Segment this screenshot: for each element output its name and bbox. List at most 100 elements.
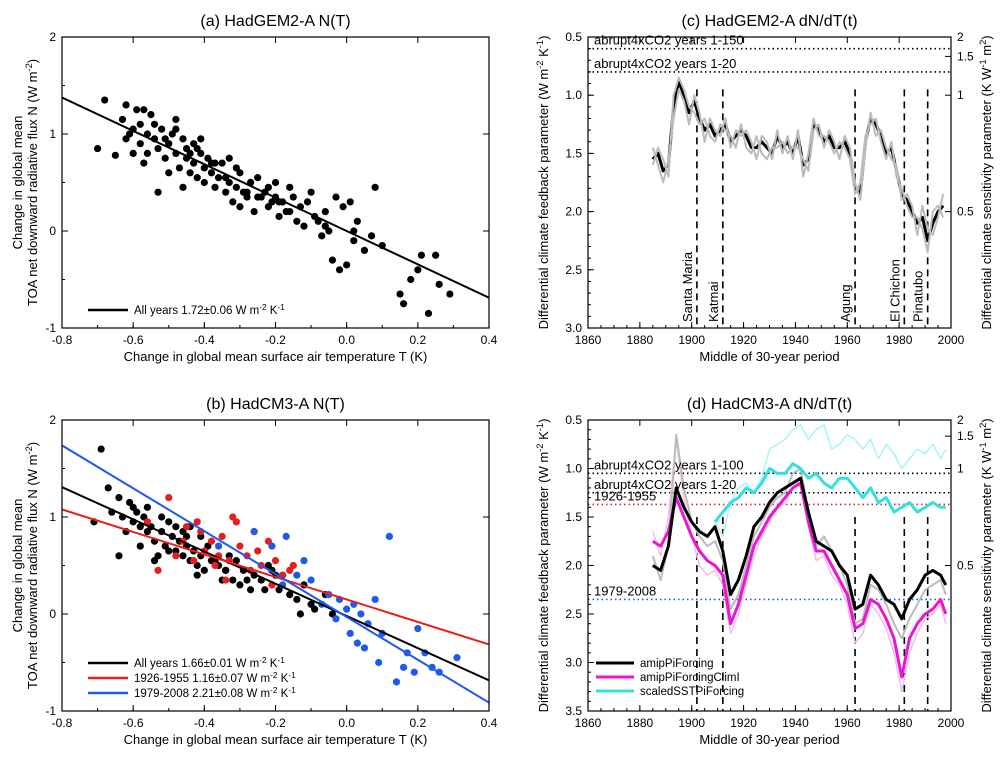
data-point bbox=[143, 518, 151, 526]
data-point bbox=[136, 542, 144, 550]
data-point bbox=[179, 135, 187, 143]
x-axis-label: Change in global mean surface air temper… bbox=[124, 732, 428, 747]
data-point bbox=[218, 532, 226, 541]
data-point bbox=[200, 566, 208, 574]
regression-line-0 bbox=[62, 96, 489, 299]
data-point bbox=[417, 251, 425, 259]
eruption-label: Santa Maria bbox=[680, 251, 695, 322]
reference-line-label: 1979-2008 bbox=[594, 583, 656, 598]
data-point bbox=[250, 527, 258, 536]
right-tick-label: 1 bbox=[957, 462, 964, 476]
y-tick-label: 1.0 bbox=[565, 88, 582, 102]
data-point bbox=[339, 203, 347, 211]
data-point bbox=[193, 518, 201, 526]
data-point bbox=[254, 193, 262, 201]
data-point bbox=[197, 135, 205, 143]
data-point bbox=[190, 557, 198, 565]
y-axis-label-2: TOA net downward radiative flux N (W m-2… bbox=[24, 442, 40, 689]
y-tick-label: 1.0 bbox=[565, 462, 582, 476]
data-point bbox=[143, 149, 151, 157]
data-point bbox=[243, 576, 251, 584]
data-point bbox=[357, 610, 365, 618]
x-tick-label: 1940 bbox=[782, 716, 809, 730]
data-point bbox=[190, 159, 198, 167]
data-point bbox=[158, 513, 166, 521]
eruption-label: Agung bbox=[838, 284, 853, 322]
data-point bbox=[296, 610, 305, 618]
data-point bbox=[129, 149, 137, 157]
y-tick-label: 1 bbox=[49, 127, 56, 141]
data-point bbox=[353, 217, 361, 225]
data-point bbox=[218, 159, 226, 167]
x-tick-label: 0.2 bbox=[409, 333, 426, 347]
data-point bbox=[271, 557, 280, 565]
regression-line-2 bbox=[62, 444, 489, 704]
data-point bbox=[140, 159, 148, 167]
data-point bbox=[286, 591, 294, 599]
data-point bbox=[236, 542, 244, 550]
data-point bbox=[375, 658, 383, 667]
y-tick-label: -1 bbox=[45, 321, 56, 335]
data-point bbox=[289, 561, 297, 570]
right-tick-label: 1.5 bbox=[957, 49, 974, 63]
data-point bbox=[282, 532, 290, 541]
y-tick-label: 2.0 bbox=[565, 205, 582, 219]
x-axis-label: Change in global mean surface air temper… bbox=[124, 349, 428, 364]
data-point bbox=[332, 193, 340, 201]
data-point bbox=[350, 237, 358, 245]
y-tick-label: 0.5 bbox=[565, 30, 582, 44]
data-point bbox=[186, 149, 194, 157]
chart-title: (a) HadGEM2-A N(T) bbox=[200, 13, 350, 30]
x-tick-label: 1960 bbox=[834, 333, 861, 347]
x-tick-label: 1960 bbox=[834, 716, 861, 730]
data-point bbox=[346, 198, 354, 206]
x-tick-label: -0.2 bbox=[265, 716, 286, 730]
eruption-label: Pinatubo bbox=[911, 271, 926, 322]
y-axis-label: Change in global mean bbox=[10, 499, 25, 633]
right-tick-label: 2 bbox=[957, 30, 964, 44]
data-point bbox=[122, 101, 130, 109]
x-tick-label: -0.6 bbox=[123, 333, 144, 347]
eruption-label: El Chichon bbox=[887, 259, 902, 322]
y-tick-label: 3.5 bbox=[565, 704, 582, 718]
reference-line-label: abrupt4xCO2 years 1-150 bbox=[594, 33, 744, 48]
legend-entry: scaledSSTPiForcing bbox=[640, 686, 744, 698]
data-point bbox=[165, 169, 173, 177]
x-axis-label: Middle of 30-year period bbox=[699, 349, 839, 364]
data-point bbox=[207, 169, 216, 177]
x-tick-label: 2000 bbox=[938, 716, 965, 730]
chart-title: (d) HadCM3-A dN/dT(t) bbox=[687, 396, 852, 413]
data-point bbox=[179, 552, 187, 560]
x-tick-label: 1860 bbox=[575, 716, 602, 730]
data-point bbox=[254, 174, 262, 182]
data-point bbox=[222, 576, 230, 584]
data-point bbox=[400, 300, 408, 308]
data-point bbox=[400, 663, 408, 671]
right-axis-label: Differential climate sensitivity paramet… bbox=[978, 35, 994, 329]
x-tick-label: -0.2 bbox=[265, 333, 286, 347]
x-tick-label: 1920 bbox=[730, 716, 757, 730]
chart-panel-1: (c) HadGEM2-A dN/dT(t) 1860 1880 1900 1920 19… bbox=[535, 13, 994, 364]
series-line-4 bbox=[652, 476, 948, 621]
data-point bbox=[424, 309, 433, 318]
y-tick-label: 2.5 bbox=[565, 607, 582, 621]
right-axis-label: Differential climate sensitivity paramet… bbox=[978, 418, 994, 712]
data-point bbox=[133, 106, 141, 114]
data-point bbox=[136, 523, 144, 531]
data-point bbox=[136, 140, 144, 148]
data-point bbox=[328, 256, 337, 264]
data-point bbox=[335, 266, 344, 274]
data-point bbox=[122, 135, 130, 143]
x-tick-label: 1900 bbox=[678, 716, 705, 730]
data-point bbox=[250, 208, 258, 216]
data-point bbox=[318, 232, 326, 240]
data-point bbox=[136, 120, 144, 128]
x-tick-label: 1900 bbox=[678, 333, 705, 347]
data-point bbox=[172, 115, 180, 124]
data-point bbox=[118, 115, 127, 124]
y-tick-label: 1 bbox=[49, 510, 56, 524]
data-point bbox=[346, 629, 354, 638]
data-point bbox=[93, 144, 102, 153]
data-point bbox=[229, 576, 237, 584]
x-tick-label: 1880 bbox=[627, 716, 654, 730]
